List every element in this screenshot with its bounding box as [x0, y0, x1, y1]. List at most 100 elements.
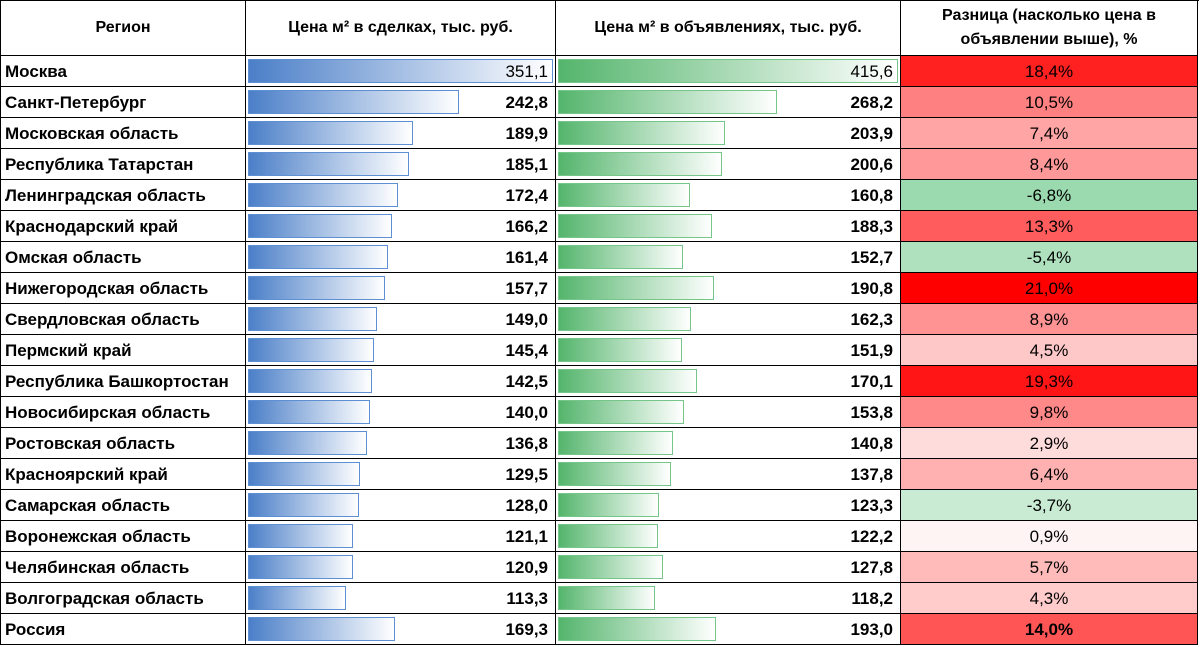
table-header: Регион Цена м² в сделках, тыс. руб. Цена…	[1, 1, 1199, 56]
deals-price-cell: 128,0	[246, 490, 556, 521]
listings-price-bar	[558, 121, 725, 145]
listings-price-value: 170,1	[850, 372, 893, 391]
deals-price-value: 242,8	[505, 93, 548, 112]
deals-price-bar-track	[248, 338, 553, 362]
difference-cell: 2,9%	[901, 428, 1198, 459]
deals-price-bar-track	[248, 90, 553, 114]
deals-price-bar	[248, 152, 409, 176]
deals-price-bar-track	[248, 369, 553, 393]
difference-value: 0,9%	[1029, 527, 1069, 546]
deals-price-cell: 145,4	[246, 335, 556, 366]
listings-price-cell: 200,6	[556, 149, 901, 180]
deals-price-cell: 157,7	[246, 273, 556, 304]
listings-price-value: 162,3	[850, 310, 893, 329]
listings-price-cell: 203,9	[556, 118, 901, 149]
deals-price-cell: 120,9	[246, 552, 556, 583]
deals-price-value: 149,0	[505, 310, 548, 329]
table-row: Челябинская область 120,9 127,8 5,7%	[1, 552, 1199, 583]
deals-price-cell: 149,0	[246, 304, 556, 335]
difference-value: 6,4%	[1029, 465, 1069, 484]
listings-price-bar	[558, 183, 690, 207]
deals-price-bar	[248, 586, 347, 610]
difference-cell: -5,4%	[901, 242, 1198, 273]
deals-price-bar	[248, 431, 367, 455]
difference-cell: 13,3%	[901, 211, 1198, 242]
deals-price-bar	[248, 369, 372, 393]
listings-price-cell: 118,2	[556, 583, 901, 614]
table-row: Самарская область 128,0 123,3 -3,7%	[1, 490, 1199, 521]
deals-price-value: 142,5	[505, 372, 548, 391]
table-row: Республика Татарстан 185,1 200,6 8,4%	[1, 149, 1199, 180]
difference-cell: 19,3%	[901, 366, 1198, 397]
deals-price-bar	[248, 90, 459, 114]
region-cell: Пермский край	[1, 335, 246, 366]
deals-price-cell: 142,5	[246, 366, 556, 397]
listings-price-bar	[558, 400, 684, 424]
difference-cell: 9,8%	[901, 397, 1198, 428]
deals-price-value: 128,0	[505, 496, 548, 515]
deals-price-bar-track	[248, 524, 553, 548]
listings-price-value: 152,7	[850, 248, 893, 267]
deals-price-value: 161,4	[505, 248, 548, 267]
listings-price-cell: 152,7	[556, 242, 901, 273]
deals-price-cell: 189,9	[246, 118, 556, 149]
deals-price-bar	[248, 462, 361, 486]
listings-price-bar	[558, 276, 715, 300]
difference-value: 5,7%	[1029, 558, 1069, 577]
difference-cell: 5,7%	[901, 552, 1198, 583]
difference-cell: 14,0%	[901, 614, 1198, 645]
difference-value: 9,8%	[1029, 403, 1069, 422]
difference-cell: 18,4%	[901, 56, 1198, 87]
listings-price-bar	[558, 152, 723, 176]
listings-price-value: 127,8	[850, 558, 893, 577]
listings-price-bar-track	[558, 369, 898, 393]
deals-price-bar-track	[248, 586, 553, 610]
listings-price-bar-track	[558, 121, 898, 145]
difference-value: 7,4%	[1029, 124, 1069, 143]
difference-value: 10,5%	[1024, 93, 1074, 112]
deals-price-bar	[248, 245, 389, 269]
difference-value: 14,0%	[1024, 620, 1074, 639]
table-row: Омская область 161,4 152,7 -5,4%	[1, 242, 1199, 273]
table-row: Нижегородская область 157,7 190,8 21,0%	[1, 273, 1199, 304]
deals-price-bar	[248, 59, 553, 83]
difference-value: 4,5%	[1029, 341, 1069, 360]
difference-cell: -3,7%	[901, 490, 1198, 521]
header-region: Регион	[1, 1, 246, 56]
deals-price-bar	[248, 617, 396, 641]
difference-value: 19,3%	[1024, 372, 1074, 391]
listings-price-bar	[558, 214, 713, 238]
region-cell: Ленинградская область	[1, 180, 246, 211]
listings-price-bar-track	[558, 245, 898, 269]
listings-price-cell: 188,3	[556, 211, 901, 242]
deals-price-bar-track	[248, 276, 553, 300]
deals-price-bar-track	[248, 214, 553, 238]
difference-value: -3,7%	[1026, 496, 1072, 515]
deals-price-cell: 242,8	[246, 87, 556, 118]
listings-price-value: 123,3	[850, 496, 893, 515]
deals-price-value: 140,0	[505, 403, 548, 422]
deals-price-bar-track	[248, 183, 553, 207]
deals-price-bar	[248, 400, 370, 424]
deals-price-value: 120,9	[505, 558, 548, 577]
table-row: Республика Башкортостан 142,5 170,1 19,3%	[1, 366, 1199, 397]
listings-price-cell: 193,0	[556, 614, 901, 645]
deals-price-bar	[248, 338, 375, 362]
deals-price-bar-track	[248, 307, 553, 331]
listings-price-bar-track	[558, 431, 898, 455]
difference-cell: 8,9%	[901, 304, 1198, 335]
deals-price-bar	[248, 121, 413, 145]
table-row: Краснодарский край 166,2 188,3 13,3%	[1, 211, 1199, 242]
listings-price-cell: 122,2	[556, 521, 901, 552]
table-row: Ростовская область 136,8 140,8 2,9%	[1, 428, 1199, 459]
listings-price-bar-track	[558, 183, 898, 207]
deals-price-bar	[248, 555, 354, 579]
region-cell: Россия	[1, 614, 246, 645]
listings-price-value: 122,2	[850, 527, 893, 546]
region-cell: Омская область	[1, 242, 246, 273]
region-cell: Москва	[1, 56, 246, 87]
listings-price-bar	[558, 462, 671, 486]
deals-price-value: 169,3	[505, 620, 548, 639]
table-row: Красноярский край 129,5 137,8 6,4%	[1, 459, 1199, 490]
